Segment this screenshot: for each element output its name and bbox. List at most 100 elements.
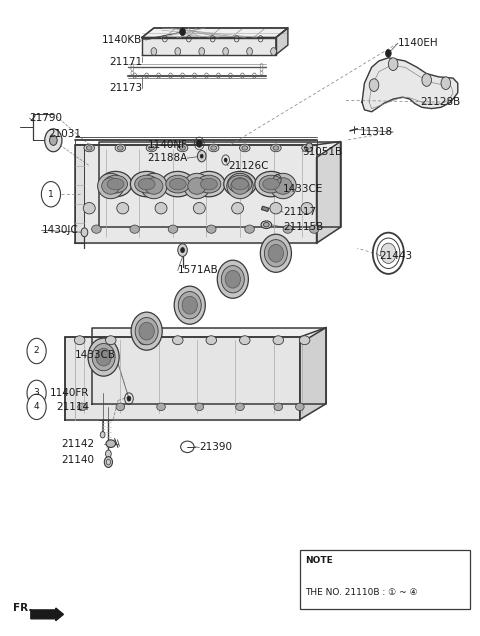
Text: 2: 2 xyxy=(34,347,39,356)
Circle shape xyxy=(197,151,206,162)
Text: 21171: 21171 xyxy=(109,57,142,67)
Text: 21173: 21173 xyxy=(109,83,142,93)
Ellipse shape xyxy=(130,225,140,233)
Ellipse shape xyxy=(188,177,206,194)
Ellipse shape xyxy=(261,221,272,228)
Ellipse shape xyxy=(104,457,112,467)
Circle shape xyxy=(27,338,46,364)
Ellipse shape xyxy=(296,403,304,411)
Ellipse shape xyxy=(139,336,150,345)
Ellipse shape xyxy=(166,175,190,193)
Circle shape xyxy=(27,394,46,420)
Ellipse shape xyxy=(145,177,163,194)
Ellipse shape xyxy=(240,144,250,152)
Circle shape xyxy=(127,396,131,401)
Circle shape xyxy=(306,143,313,152)
Ellipse shape xyxy=(271,144,281,152)
Text: 21142: 21142 xyxy=(61,439,94,448)
Circle shape xyxy=(224,158,227,162)
Ellipse shape xyxy=(302,144,312,152)
Polygon shape xyxy=(75,144,84,243)
Ellipse shape xyxy=(270,202,282,214)
Ellipse shape xyxy=(193,202,205,214)
Ellipse shape xyxy=(264,240,288,267)
Ellipse shape xyxy=(138,178,155,190)
Ellipse shape xyxy=(78,403,86,411)
Circle shape xyxy=(199,48,204,55)
Ellipse shape xyxy=(283,225,293,233)
Ellipse shape xyxy=(184,173,210,198)
Ellipse shape xyxy=(182,296,197,314)
Ellipse shape xyxy=(177,144,188,152)
Circle shape xyxy=(106,450,111,458)
Circle shape xyxy=(27,380,46,406)
Circle shape xyxy=(369,79,379,92)
Ellipse shape xyxy=(232,202,243,214)
Text: 21115B: 21115B xyxy=(283,222,324,232)
Circle shape xyxy=(100,432,105,438)
Ellipse shape xyxy=(131,172,163,197)
Ellipse shape xyxy=(102,177,120,194)
Ellipse shape xyxy=(146,144,157,152)
Polygon shape xyxy=(142,38,276,55)
Circle shape xyxy=(223,48,228,55)
Circle shape xyxy=(45,129,62,152)
Circle shape xyxy=(385,50,391,57)
Ellipse shape xyxy=(99,172,132,197)
Ellipse shape xyxy=(270,173,296,198)
Text: NOTE: NOTE xyxy=(306,556,333,565)
Ellipse shape xyxy=(139,322,155,340)
Ellipse shape xyxy=(88,338,119,376)
Text: 11318: 11318 xyxy=(360,127,393,137)
Circle shape xyxy=(200,155,203,158)
Ellipse shape xyxy=(228,175,252,193)
Ellipse shape xyxy=(104,175,128,193)
Circle shape xyxy=(271,48,276,55)
Ellipse shape xyxy=(245,225,254,233)
Text: 1140NF: 1140NF xyxy=(147,140,187,149)
Text: 1433CE: 1433CE xyxy=(283,184,324,194)
Ellipse shape xyxy=(242,146,248,150)
Ellipse shape xyxy=(86,146,92,150)
Ellipse shape xyxy=(83,202,95,214)
Ellipse shape xyxy=(169,178,186,190)
Ellipse shape xyxy=(92,225,101,233)
Ellipse shape xyxy=(268,244,284,262)
Ellipse shape xyxy=(106,440,116,448)
Ellipse shape xyxy=(310,225,319,233)
Circle shape xyxy=(388,58,398,71)
Polygon shape xyxy=(362,58,458,112)
Polygon shape xyxy=(317,142,340,243)
Ellipse shape xyxy=(227,173,253,198)
Ellipse shape xyxy=(84,144,95,152)
Ellipse shape xyxy=(195,403,204,411)
Polygon shape xyxy=(262,206,269,211)
Ellipse shape xyxy=(206,225,216,233)
Ellipse shape xyxy=(240,336,250,345)
Ellipse shape xyxy=(106,336,116,345)
Ellipse shape xyxy=(264,223,269,227)
Circle shape xyxy=(175,48,180,55)
Text: 1433CB: 1433CB xyxy=(74,350,116,361)
Ellipse shape xyxy=(197,175,221,193)
Text: 21140: 21140 xyxy=(61,455,94,465)
Ellipse shape xyxy=(131,312,162,350)
Ellipse shape xyxy=(168,225,178,233)
Ellipse shape xyxy=(178,291,201,319)
Ellipse shape xyxy=(381,243,396,263)
Ellipse shape xyxy=(192,172,225,197)
Ellipse shape xyxy=(174,286,205,324)
Ellipse shape xyxy=(236,403,244,411)
Text: 1140FR: 1140FR xyxy=(50,388,89,398)
Ellipse shape xyxy=(135,317,158,345)
Text: THE NO. 21110B : ① ~ ④: THE NO. 21110B : ① ~ ④ xyxy=(306,588,418,597)
Text: FR.: FR. xyxy=(12,603,32,613)
Text: 1140KB: 1140KB xyxy=(102,35,142,45)
Polygon shape xyxy=(99,142,340,227)
Ellipse shape xyxy=(300,336,310,345)
Ellipse shape xyxy=(155,202,167,214)
Polygon shape xyxy=(300,328,326,420)
Text: 1140EH: 1140EH xyxy=(398,38,439,48)
Text: 3: 3 xyxy=(34,389,39,398)
Circle shape xyxy=(49,135,57,146)
